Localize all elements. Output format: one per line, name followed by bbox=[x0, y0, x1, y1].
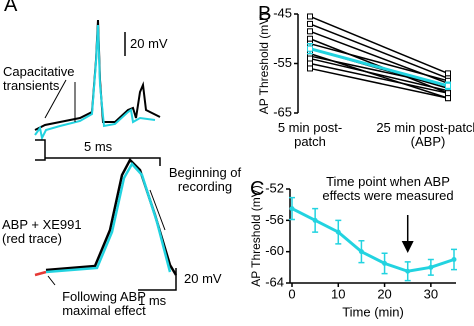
annotation: Capacitative transients bbox=[3, 64, 75, 93]
series-line bbox=[309, 23, 449, 80]
y-tick-label: -60 bbox=[265, 243, 284, 258]
point bbox=[405, 268, 411, 274]
scale-label: 5 ms bbox=[84, 139, 113, 154]
point bbox=[289, 206, 295, 212]
point bbox=[382, 260, 388, 266]
traces-top bbox=[34, 19, 161, 166]
x-tick-label: 25 min post-patch (ABP) bbox=[376, 120, 474, 149]
point bbox=[445, 90, 451, 97]
scale-label: 20 mV bbox=[184, 271, 222, 286]
point bbox=[445, 95, 451, 102]
point bbox=[307, 35, 313, 42]
scale-label: 20 mV bbox=[130, 36, 168, 51]
point bbox=[312, 217, 318, 223]
panel-label: C bbox=[250, 178, 265, 200]
point bbox=[307, 45, 313, 52]
x-tick-label: 10 bbox=[331, 286, 345, 301]
traces-bottom bbox=[34, 157, 178, 291]
series-line bbox=[309, 42, 449, 82]
y-tick-label: -56 bbox=[265, 212, 284, 227]
y-tick-label: -65 bbox=[273, 104, 292, 119]
point bbox=[445, 70, 451, 77]
y-tick-label: -52 bbox=[265, 180, 284, 195]
point bbox=[445, 82, 451, 89]
y-tick-label: -64 bbox=[265, 274, 284, 289]
point bbox=[307, 65, 313, 72]
annotation: Beginning of recording bbox=[168, 165, 242, 194]
point bbox=[307, 60, 313, 67]
annotation: Time point when ABP effects were measure… bbox=[322, 174, 454, 203]
y-tick-label: -45 bbox=[273, 5, 292, 20]
series-line bbox=[291, 207, 455, 273]
x-tick-label: 5 min post-patch bbox=[277, 120, 343, 149]
annotation: Following ABP maximal effect bbox=[62, 289, 146, 318]
point bbox=[451, 257, 457, 262]
point bbox=[307, 28, 313, 35]
annotation: ABP + XE991 (red trace) bbox=[2, 217, 82, 246]
y-tick-label: -55 bbox=[273, 55, 292, 70]
x-tick-label: 30 bbox=[424, 286, 438, 301]
point bbox=[358, 249, 364, 255]
panel-label: A bbox=[4, 0, 18, 16]
x-tick-label: 0 bbox=[288, 286, 295, 301]
series-line bbox=[309, 67, 449, 99]
point bbox=[307, 13, 313, 20]
point bbox=[428, 264, 434, 270]
y-axis-label: AP Threshold (mV) bbox=[257, 13, 271, 115]
y-axis-label: AP Threshold (mV) bbox=[249, 185, 263, 287]
scale-label: 1 ms bbox=[138, 293, 167, 308]
series-line bbox=[309, 47, 449, 88]
panel-label: B bbox=[258, 3, 272, 25]
point bbox=[335, 229, 341, 235]
point bbox=[307, 55, 313, 62]
x-tick-label: 20 bbox=[377, 286, 391, 301]
series-line bbox=[309, 62, 449, 94]
series-line bbox=[309, 15, 449, 75]
point bbox=[307, 20, 313, 27]
series-line bbox=[309, 57, 449, 92]
x-axis-label: Time (min) bbox=[342, 304, 404, 319]
